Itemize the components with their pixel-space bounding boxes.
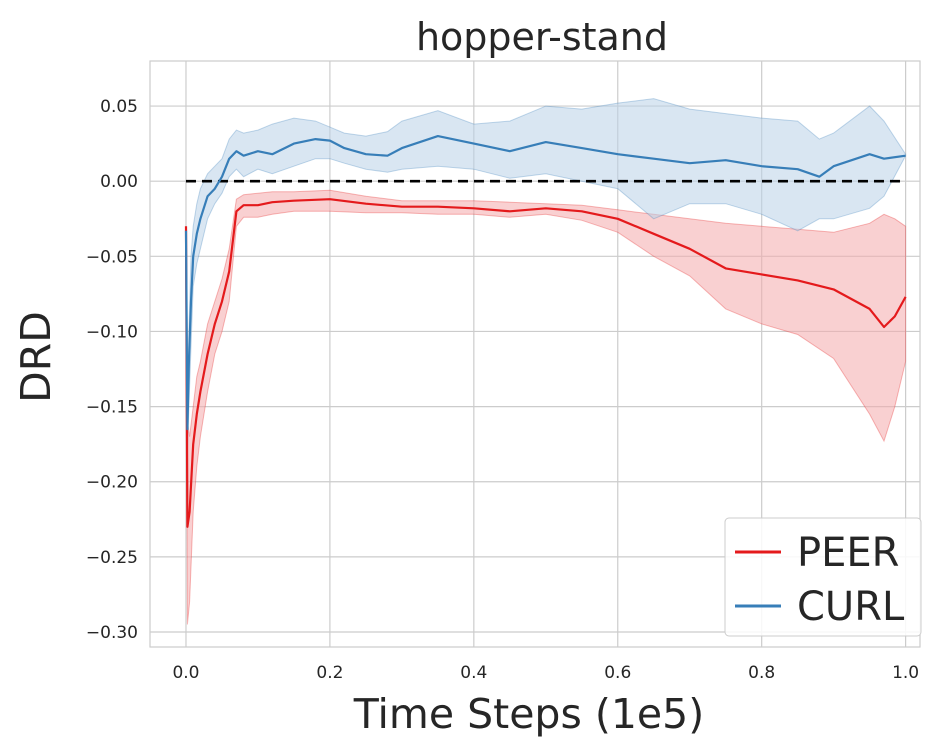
x-tick-label: 1.0 [892, 663, 919, 683]
y-tick-label: −0.20 [86, 473, 138, 493]
chart-title: hopper-stand [416, 15, 668, 59]
x-tick-label: 0.2 [316, 663, 343, 683]
y-tick-label: 0.05 [100, 97, 138, 117]
x-tick-label: 0.8 [748, 663, 775, 683]
y-tick-labels: 0.05 0.00 −0.05 −0.10 −0.15 −0.20 −0.25 −0.30 [86, 97, 138, 643]
band-peer [185, 189, 907, 625]
x-axis-label: Time Steps (1e5) [353, 690, 705, 738]
x-tick-label: 0.0 [172, 663, 199, 683]
y-tick-label: −0.10 [86, 322, 138, 342]
y-tick-label: −0.30 [86, 623, 138, 643]
y-tick-label: −0.25 [86, 548, 138, 568]
x-tick-label: 0.4 [460, 663, 487, 683]
x-tick-label: 0.6 [604, 663, 631, 683]
band-curl [185, 98, 907, 452]
y-tick-label: −0.05 [86, 247, 138, 267]
y-tick-label: −0.15 [86, 398, 138, 418]
x-tick-labels: 0.0 0.2 0.4 0.6 0.8 1.0 [172, 663, 919, 683]
series-lines [184, 135, 907, 528]
line-peer [184, 198, 907, 528]
legend-label-peer: PEER [797, 530, 899, 576]
line-curl [184, 135, 906, 431]
y-tick-label: 0.00 [100, 172, 138, 192]
confidence-bands [185, 98, 907, 625]
legend: PEER CURL [724, 517, 922, 637]
y-axis-label: DRD [12, 311, 60, 403]
legend-label-curl: CURL [797, 584, 905, 630]
